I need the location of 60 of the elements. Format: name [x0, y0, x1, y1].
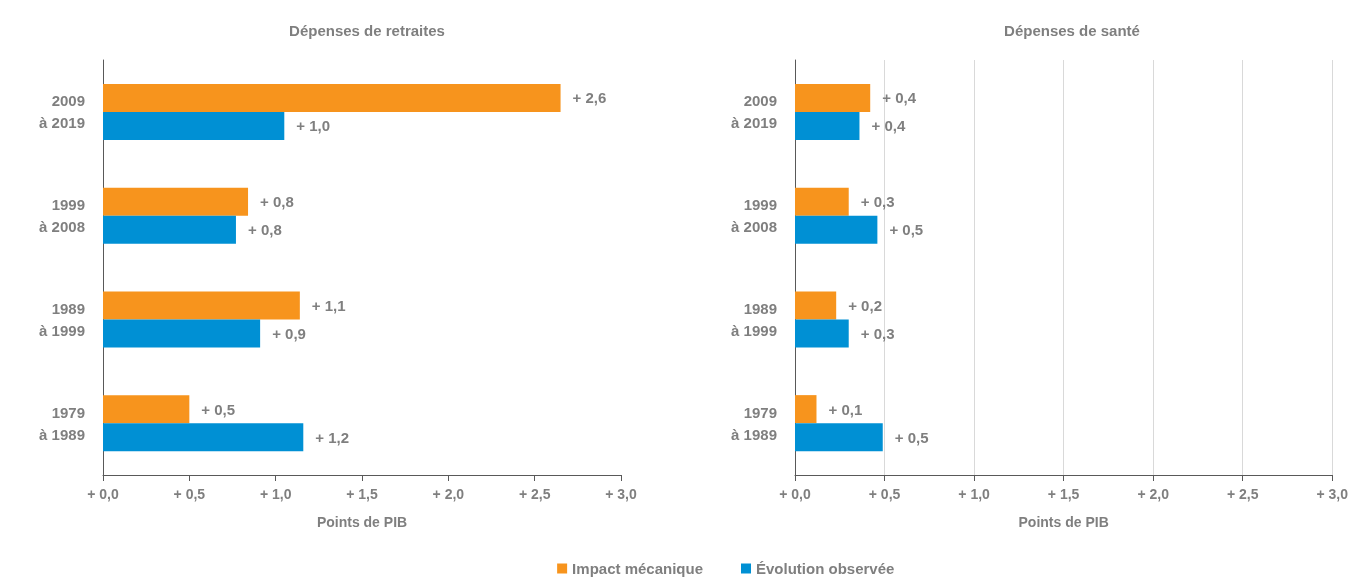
x-tick-label: + 1,5: [346, 486, 378, 502]
chart-title: Dépenses de retraites: [289, 22, 445, 39]
y-tick-label: 1989 à 1999: [39, 299, 85, 339]
y-tick-label: 1989 à 1999: [731, 299, 777, 339]
bar: [795, 319, 849, 348]
x-tick-label: + 0,0: [87, 486, 119, 502]
bar: [795, 187, 849, 216]
y-tick-label: 1979 à 1989: [731, 403, 777, 443]
chart-title: Dépenses de santé: [1004, 22, 1140, 39]
bar: [103, 215, 236, 244]
x-axis-title: Points de PIB: [1018, 514, 1109, 530]
y-tick-label: 1979 à 1989: [39, 403, 85, 443]
bar: [103, 111, 285, 140]
bar: [795, 395, 817, 424]
bar: [103, 395, 190, 424]
legend-label: Évolution observée: [756, 560, 895, 577]
bar: [103, 319, 261, 348]
data-label: + 1,0: [296, 117, 331, 135]
x-tick-label: + 0,0: [779, 486, 811, 502]
data-label: + 0,2: [848, 296, 882, 314]
x-tick-label: + 2,5: [518, 486, 551, 502]
data-label: + 0,8: [260, 193, 294, 211]
x-tick-label: + 2,0: [1137, 486, 1170, 502]
data-label: + 0,3: [860, 324, 895, 342]
bar: [795, 111, 860, 140]
data-label: + 0,5: [894, 428, 929, 446]
bar: [103, 83, 561, 112]
x-tick-label: + 3,0: [605, 486, 637, 502]
legend-label: Impact mécanique: [572, 560, 704, 577]
data-label: + 2,6: [572, 89, 607, 107]
data-label: + 0,1: [828, 400, 863, 418]
x-axis-title: Points de PIB: [316, 514, 408, 530]
x-tick-label: + 0,5: [173, 486, 206, 502]
bar: [103, 187, 249, 216]
x-tick-label: + 1,5: [1047, 486, 1080, 502]
y-tick-label: 2009 à 2019: [731, 92, 777, 132]
data-label: + 0,5: [201, 400, 236, 418]
x-tick-label: + 2,0: [432, 486, 465, 502]
bar: [795, 215, 878, 244]
x-tick-label: + 1,0: [958, 486, 991, 502]
y-tick-label: 1999 à 2008: [731, 196, 777, 236]
data-label: + 0,4: [882, 89, 917, 107]
data-label: + 0,8: [247, 221, 282, 239]
bar: [795, 423, 883, 452]
bar: [795, 83, 871, 112]
x-tick-label: + 2,5: [1226, 486, 1259, 502]
x-tick-label: + 0,5: [868, 486, 901, 502]
bar: [103, 423, 304, 452]
data-label: + 0,4: [871, 117, 906, 135]
y-tick-label: 1999 à 2008: [39, 196, 85, 236]
data-label: + 0,9: [272, 324, 306, 342]
data-label: + 0,5: [889, 221, 924, 239]
data-label: + 1,2: [315, 428, 350, 446]
y-tick-label: 2009 à 2019: [39, 92, 85, 132]
bar: [795, 291, 837, 320]
x-tick-label: + 1,0: [259, 486, 292, 502]
x-tick-label: + 3,0: [1316, 486, 1349, 502]
bar: [103, 291, 300, 320]
data-label: + 1,1: [311, 296, 346, 314]
data-label: + 0,3: [860, 193, 895, 211]
